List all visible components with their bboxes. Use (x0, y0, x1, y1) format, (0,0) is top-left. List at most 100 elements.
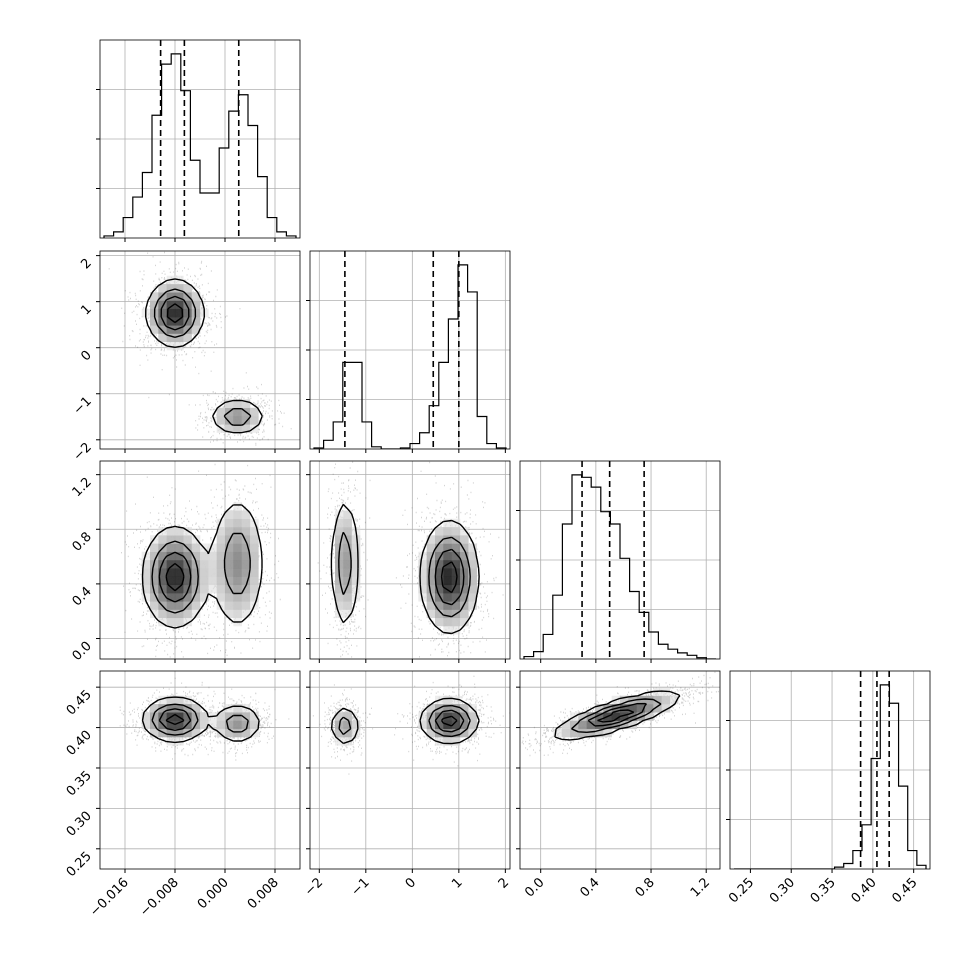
density-cell (426, 576, 436, 586)
density-cell (150, 584, 159, 594)
density-panel-1-0 (99, 250, 301, 450)
density-cell (468, 712, 477, 721)
density-cell (351, 560, 361, 569)
density-cell (208, 551, 217, 561)
density-cell (335, 584, 344, 594)
density-cell (183, 333, 192, 343)
density-cell (250, 551, 259, 561)
density-cell (418, 593, 427, 602)
density-cell (451, 527, 461, 536)
density-cell (335, 535, 344, 544)
density-cell (451, 617, 461, 627)
x-tick-label: 0.000 (195, 875, 232, 912)
density-cell (225, 712, 234, 721)
density-cell (443, 712, 452, 721)
density-cell (175, 527, 184, 536)
density-cell (343, 535, 352, 544)
scatter-points (108, 251, 292, 446)
density-cell (166, 593, 176, 602)
density-cell (216, 527, 226, 536)
density-cell (418, 712, 427, 721)
x-tick-label: 0.45 (889, 875, 920, 906)
density-cell (460, 527, 469, 536)
density-cell (451, 543, 461, 553)
density-cell (661, 695, 671, 705)
density-cell (351, 576, 361, 586)
density-cell (225, 416, 234, 425)
density-cell (225, 560, 234, 569)
density-cell (335, 510, 344, 520)
x-tick-label: 0 (403, 875, 419, 891)
y-tick-label: 1.2 (70, 475, 95, 500)
density-cell (183, 617, 192, 627)
y-tick-label: 0.25 (64, 849, 95, 880)
density-cell (435, 560, 444, 569)
density-cell (426, 543, 436, 553)
density-cell (191, 551, 201, 561)
density-cell (241, 510, 251, 520)
density-cell (183, 695, 192, 705)
density-cell (241, 728, 251, 738)
density-cell (150, 593, 159, 602)
density-cell (183, 284, 192, 293)
density-cell (250, 593, 259, 602)
density-cell (250, 535, 259, 544)
density-cell (451, 695, 461, 705)
contour-line (330, 503, 480, 635)
density-cell (166, 333, 176, 343)
density-cell (351, 720, 361, 730)
axes-frame (99, 460, 301, 660)
density-cell (443, 695, 452, 705)
density-cell (158, 584, 167, 594)
density-cell (570, 720, 579, 730)
density-cell (418, 576, 427, 586)
density-cell (175, 720, 184, 730)
histogram-step-line (313, 264, 507, 449)
x-tick-label: 0.4 (577, 875, 602, 900)
density-cell (343, 551, 352, 561)
density-cell (225, 601, 234, 610)
density-cell (595, 728, 604, 738)
density-cell (250, 560, 259, 569)
density-cell (460, 551, 469, 561)
density-cell (241, 535, 251, 544)
density-cell (561, 728, 571, 738)
density-cell (335, 737, 344, 746)
density-cell (343, 510, 352, 520)
density-cell (166, 300, 176, 310)
y-tick-label: 0.35 (64, 768, 95, 799)
density-cell (183, 535, 192, 544)
density-cell (141, 576, 151, 586)
density-cell (343, 560, 352, 569)
density-cell (158, 609, 167, 619)
density-cell (225, 609, 234, 619)
density-cell (233, 609, 242, 619)
density-cell (451, 704, 461, 713)
density-cell (216, 712, 226, 721)
density-cell (200, 720, 209, 730)
density-cell (158, 333, 167, 343)
density-cell (175, 535, 184, 544)
density-cell (150, 325, 159, 334)
axes-frame (309, 670, 511, 870)
density-cell (443, 617, 452, 627)
density-cell (175, 695, 184, 705)
density-cell (166, 584, 176, 594)
axes-frame (99, 250, 301, 450)
x-tick-label: 0.25 (726, 875, 757, 906)
density-cell (468, 543, 477, 553)
density-cell (343, 543, 352, 553)
density-cell (443, 551, 452, 561)
density-cell (200, 712, 209, 721)
density-cell (183, 568, 192, 577)
density-cell (166, 284, 176, 293)
density-cell (233, 704, 242, 713)
contour-line (571, 698, 662, 733)
density-cell (233, 584, 242, 594)
density-cell (335, 518, 344, 528)
density-cell (620, 695, 629, 705)
density-cell (233, 576, 242, 586)
density-cell (435, 720, 444, 730)
density-cell (335, 593, 344, 602)
density-cell (250, 527, 259, 536)
